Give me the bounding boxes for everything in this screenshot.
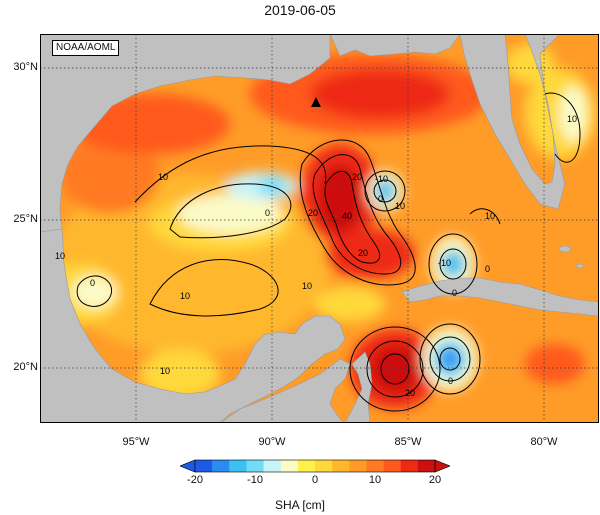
contour-label: 10 xyxy=(485,211,495,221)
contour-loop-mid xyxy=(312,154,402,275)
contour-label: 0 xyxy=(378,194,383,204)
contour-label: -10 xyxy=(438,258,451,268)
contour-0-west xyxy=(169,183,292,239)
lon-label: 90°W xyxy=(258,436,286,448)
contour-label: 10 xyxy=(158,172,168,182)
contour-label: 20 xyxy=(358,248,368,258)
colorbar-border xyxy=(194,459,436,473)
land-bahamas xyxy=(558,245,572,253)
colorbar-tick: 0 xyxy=(311,474,319,486)
colorbar-cell xyxy=(417,460,436,472)
contour-eddy-1-outer xyxy=(364,170,406,212)
contour-eddy-2-inner xyxy=(439,248,467,280)
lon-label: 85°W xyxy=(394,436,422,448)
contour-10-center xyxy=(149,259,279,317)
colorbar-tick: -10 xyxy=(247,474,263,486)
colorbar-tick: 20 xyxy=(428,474,442,486)
map-title: 2019-06-05 xyxy=(264,2,336,18)
contour-label: 40 xyxy=(342,211,352,221)
colorbar-cell xyxy=(315,460,333,472)
land-mexico xyxy=(40,228,346,423)
colorbar-title: SHA [cm] xyxy=(274,498,325,512)
colorbar-tick: -20 xyxy=(187,474,203,486)
colorbar-cell xyxy=(280,460,299,472)
contour-label: 10 xyxy=(180,291,190,301)
land-north-west xyxy=(40,34,331,233)
colorbar-arrow-low xyxy=(180,459,196,473)
map-frame: 10 10 10 10 10 10 0 0 0 0 20 20 20 40 -1… xyxy=(40,34,599,423)
contour-eddy-1-inner xyxy=(373,179,397,203)
contour-cyan-eddy-inner xyxy=(439,347,461,371)
colorbar-cell xyxy=(195,460,213,472)
contour-label: -10 xyxy=(375,174,388,184)
contour-label: 10 xyxy=(55,251,65,261)
colorbar-arrow-high xyxy=(434,459,450,473)
contour-cyan-eddy-outer xyxy=(419,323,481,395)
colorbar xyxy=(180,459,450,473)
graticule xyxy=(40,34,599,423)
contour-loop-outer xyxy=(299,139,416,286)
colorbar-cell xyxy=(246,460,264,472)
lon-label: 95°W xyxy=(122,436,150,448)
lat-label: 25°N xyxy=(13,213,38,225)
lat-label: 20°N xyxy=(13,361,38,373)
contour-label: 10 xyxy=(567,114,577,124)
colorbar-cell xyxy=(212,460,230,472)
contour-label: 10 xyxy=(395,201,405,211)
contour-loop-inner xyxy=(324,170,380,264)
contour-label: 20 xyxy=(405,388,415,398)
contour-label: 10 xyxy=(160,366,170,376)
contour-atlantic xyxy=(544,92,581,163)
land xyxy=(40,34,599,423)
colorbar-tick: 10 xyxy=(368,474,382,486)
contour-red-eddy-mid xyxy=(366,340,424,398)
colorbar-cell xyxy=(400,460,419,472)
contour-label: 20 xyxy=(308,208,318,218)
colorbar-cell xyxy=(229,460,247,472)
land-north-central xyxy=(329,34,461,57)
lon-label: 80°W xyxy=(530,436,558,448)
contour-label: 0 xyxy=(452,288,457,298)
contour-label: 0 xyxy=(448,376,453,386)
colorbar-cell xyxy=(332,460,350,472)
colorbar-cell xyxy=(366,460,384,472)
land-cuba xyxy=(401,277,599,317)
colorbar-cell xyxy=(383,460,402,472)
contour-10-north xyxy=(134,145,327,203)
sha-map: 10 10 10 10 10 10 0 0 0 0 20 20 20 40 -1… xyxy=(40,34,599,423)
colorbar-cell xyxy=(297,460,316,472)
contour-red-eddy-inner xyxy=(380,353,410,385)
contour-label: 0 xyxy=(90,278,95,288)
land-florida xyxy=(459,34,566,210)
contour-east-10 xyxy=(469,208,501,225)
contour-red-eddy-outer xyxy=(349,326,441,412)
contours xyxy=(76,92,581,412)
colorbar-cell xyxy=(263,460,282,472)
map-border xyxy=(40,34,599,423)
contour-eddy-2-outer xyxy=(428,233,478,295)
lat-label: 30°N xyxy=(13,61,38,73)
contour-labels: 10 10 10 10 10 10 0 0 0 0 20 20 20 40 -1… xyxy=(55,114,577,398)
contour-label: 20 xyxy=(352,172,362,182)
contour-label: 0 xyxy=(265,208,270,218)
contour-cyan-eddy-mid xyxy=(429,336,471,382)
colorbar-cell xyxy=(349,460,367,472)
contour-label: 0 xyxy=(485,264,490,274)
land-central-america xyxy=(344,351,373,423)
contour-label: 10 xyxy=(302,281,312,291)
credit-label: NOAA/AOML xyxy=(52,40,120,56)
contour-0-far-west xyxy=(76,275,112,307)
triangle-marker-icon xyxy=(311,97,321,107)
